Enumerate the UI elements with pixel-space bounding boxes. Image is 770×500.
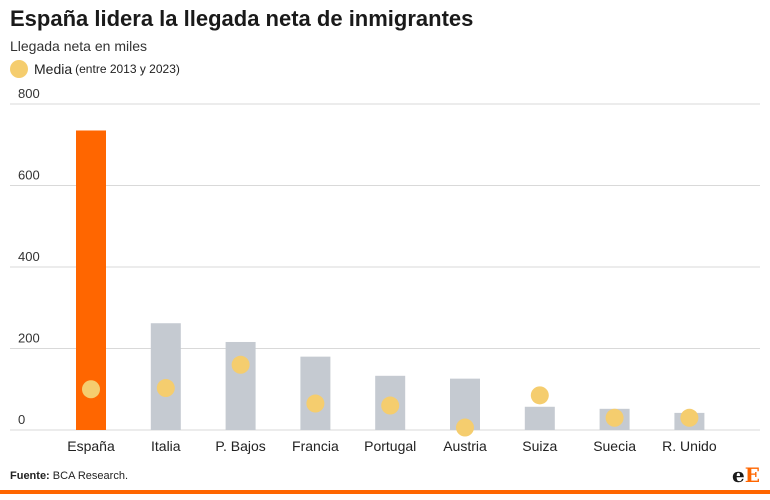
legend-label: Media	[34, 61, 73, 77]
average-dot	[530, 386, 549, 405]
y-tick-label: 800	[18, 86, 40, 101]
logo-letter-E: E	[744, 463, 760, 487]
bar	[150, 323, 181, 430]
x-category-label: R. Unido	[662, 438, 717, 454]
bar	[76, 130, 106, 431]
brand-logo: eE	[732, 463, 760, 487]
bottom-rule	[0, 490, 770, 494]
average-dot	[231, 355, 250, 374]
x-category-label: Suiza	[522, 438, 557, 454]
y-tick-label: 200	[18, 331, 40, 346]
average-dot	[306, 394, 325, 413]
x-category-label: Italia	[151, 438, 181, 454]
x-category-label: Francia	[292, 438, 339, 454]
y-tick-label: 400	[18, 249, 40, 264]
average-dot	[156, 379, 175, 398]
source-text: BCA Research.	[52, 470, 128, 482]
x-category-label: P. Bajos	[215, 438, 265, 454]
x-category-label: Suecia	[593, 438, 636, 454]
chart-title: España lidera la llegada neta de inmigra…	[10, 6, 474, 31]
logo-letter-e: e	[732, 463, 745, 487]
legend: Media (entre 2013 y 2023)	[10, 60, 180, 78]
x-category-label: Austria	[443, 438, 487, 454]
x-category-label: Portugal	[364, 438, 416, 454]
average-dot	[680, 408, 699, 427]
legend-note: (entre 2013 y 2023)	[75, 62, 180, 76]
average-dot	[605, 408, 624, 427]
chart-subtitle: Llegada neta en miles	[10, 38, 147, 54]
y-tick-label: 600	[18, 168, 40, 183]
source-label: Fuente:	[10, 470, 50, 482]
x-category-label: España	[67, 438, 115, 454]
source-note: Fuente: BCA Research.	[10, 470, 128, 482]
bar-chart: 0 200 400 600 800 España Italia P. Bajos Francia…	[10, 86, 760, 454]
bar	[300, 356, 331, 430]
legend-dot-icon	[10, 60, 28, 78]
average-dot	[381, 396, 400, 415]
average-dot	[82, 380, 100, 399]
average-dot	[456, 418, 474, 437]
bar	[225, 341, 256, 430]
y-tick-label: 0	[18, 412, 25, 427]
bar	[524, 406, 555, 430]
